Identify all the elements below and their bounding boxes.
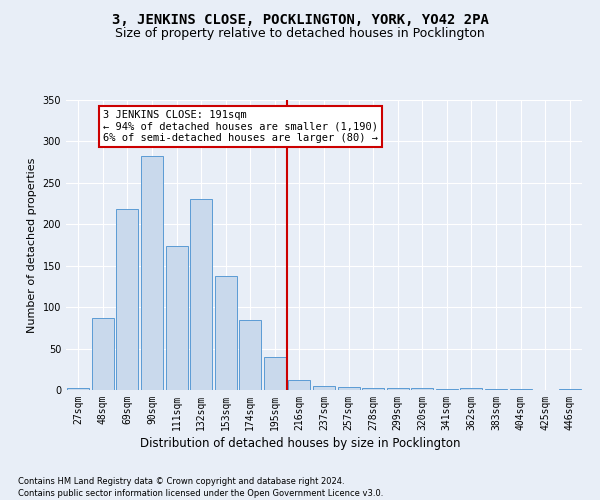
Bar xyxy=(386,388,409,390)
Bar xyxy=(289,380,310,390)
Bar xyxy=(509,389,532,390)
Text: 3, JENKINS CLOSE, POCKLINGTON, YORK, YO42 2PA: 3, JENKINS CLOSE, POCKLINGTON, YORK, YO4… xyxy=(112,12,488,26)
Bar xyxy=(190,198,212,390)
Text: Size of property relative to detached houses in Pocklington: Size of property relative to detached ho… xyxy=(115,28,485,40)
Y-axis label: Number of detached properties: Number of detached properties xyxy=(27,158,37,332)
Text: 3 JENKINS CLOSE: 191sqm
← 94% of detached houses are smaller (1,190)
6% of semi-: 3 JENKINS CLOSE: 191sqm ← 94% of detache… xyxy=(103,110,378,143)
Bar xyxy=(166,246,188,390)
Text: Contains public sector information licensed under the Open Government Licence v3: Contains public sector information licen… xyxy=(18,489,383,498)
Bar xyxy=(362,388,384,390)
Bar xyxy=(264,357,286,390)
Bar xyxy=(92,318,114,390)
Bar xyxy=(67,388,89,390)
Bar xyxy=(313,386,335,390)
Bar xyxy=(460,388,482,390)
Text: Contains HM Land Registry data © Crown copyright and database right 2024.: Contains HM Land Registry data © Crown c… xyxy=(18,478,344,486)
Bar xyxy=(411,388,433,390)
Bar xyxy=(239,320,262,390)
Bar xyxy=(338,386,359,390)
Bar xyxy=(116,208,139,390)
Bar xyxy=(215,276,237,390)
Bar xyxy=(141,156,163,390)
Bar xyxy=(485,389,507,390)
Bar xyxy=(436,389,458,390)
Bar xyxy=(559,389,581,390)
Text: Distribution of detached houses by size in Pocklington: Distribution of detached houses by size … xyxy=(140,438,460,450)
